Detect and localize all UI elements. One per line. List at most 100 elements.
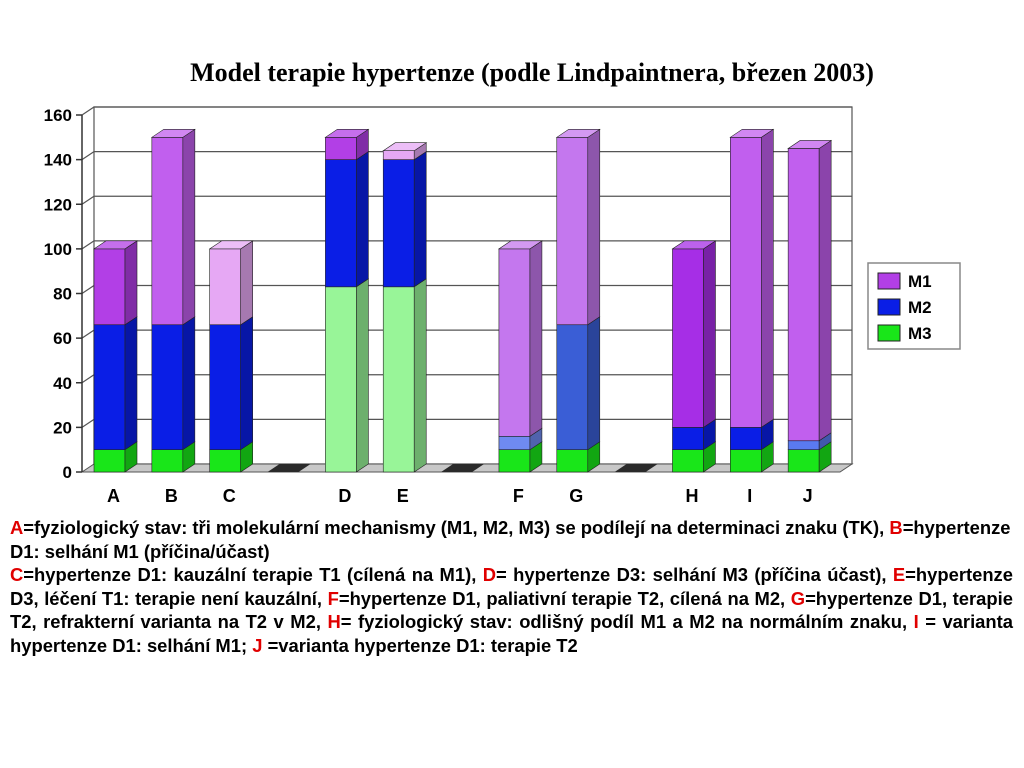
bar-segment-m3 — [209, 449, 241, 473]
bar-side-m2 — [587, 316, 601, 451]
bar-segment-m1 — [151, 137, 184, 326]
bar-top-m1 — [671, 240, 717, 250]
caption-key-letter: G — [790, 587, 806, 609]
caption-text: =hypertenze D3, léčení T1: terapie není … — [10, 564, 1013, 609]
bar-side-m1 — [124, 240, 138, 326]
caption-text: =varianta hypertenze D1: terapie T2 — [262, 634, 578, 656]
bar-segment-m2 — [151, 324, 184, 450]
bar-top-m1 — [382, 142, 428, 152]
bar-segment-m2 — [730, 427, 762, 450]
caption-key-letter: A — [10, 517, 24, 538]
bar-top-m1 — [208, 240, 254, 250]
y-tick-label: 60 — [53, 329, 72, 348]
bar-segment-m1 — [787, 148, 820, 442]
caption-text: =hypertenze D1, paliativní terapie T2, c… — [338, 587, 791, 609]
bar-segment-m1 — [556, 137, 589, 326]
bar-segment-m2 — [93, 324, 126, 450]
caption-text: =hypertenze D1, terapie T2, refrakterní … — [10, 587, 1013, 633]
bar-segment-m3 — [325, 286, 357, 473]
y-tick-label: 20 — [53, 418, 72, 437]
y-tick-label: 100 — [44, 240, 72, 259]
x-tick-label: F — [513, 486, 524, 506]
bar-side-m2 — [413, 151, 427, 288]
bar-top-m1 — [324, 129, 370, 138]
stacked-bar-chart: 0 20 40 60 80 100 120 140 160 A B C D E F G H I J M1 M2 M3 — [44, 106, 961, 506]
x-tick-label: A — [107, 486, 120, 506]
bar-side-m3 — [356, 278, 369, 473]
bar-segment-m3 — [382, 286, 415, 473]
bar-side-m1 — [182, 128, 196, 326]
y-tick-label: 80 — [53, 285, 72, 304]
x-tick-label: B — [165, 486, 178, 506]
bar-segment-m3 — [730, 449, 762, 473]
x-tick-label: E — [397, 486, 409, 506]
y-tick-label: 0 — [63, 463, 72, 482]
caption-key-letter: E — [892, 564, 906, 586]
bar-side-m1 — [240, 240, 253, 326]
caption-text: = varianta hypertenze D1: selhání M1; — [10, 611, 1013, 656]
bar-side-m3 — [413, 278, 427, 473]
legend-swatch-m3 — [877, 324, 901, 342]
caption-paragraph-2: C=hypertenze D1: kauzální terapie T1 (cí… — [10, 563, 1013, 657]
bar-side-m1 — [818, 139, 832, 442]
caption-key-letter: C — [10, 564, 24, 586]
bar-segment-m1 — [382, 150, 415, 160]
bar-segment-m2 — [556, 324, 589, 450]
bar-side-m2 — [124, 316, 138, 451]
bar-side-m2 — [240, 316, 253, 451]
bar-side-m1 — [703, 240, 716, 428]
bar-segment-m1 — [730, 137, 762, 428]
bar-segment-m3 — [498, 449, 531, 473]
bar-segment-m2 — [325, 159, 357, 288]
bar-segment-m3 — [787, 449, 820, 473]
x-tick-label: G — [569, 486, 583, 506]
x-tick-label: J — [803, 486, 813, 506]
x-tick-label: C — [223, 486, 236, 506]
bar-segment-m2 — [787, 440, 820, 450]
legend-label-m3: M3 — [908, 324, 932, 343]
caption-text: =hypertenze D1: kauzální terapie T1 (cíl… — [23, 564, 483, 586]
y-tick-label: 140 — [44, 151, 72, 170]
bar-segment-m3 — [672, 449, 704, 473]
legend-swatch-m2 — [877, 298, 901, 316]
y-tick-label: 120 — [44, 195, 72, 214]
caption-text: =fyziologický stav: tři molekulární mech… — [23, 517, 890, 538]
legend-label-m2: M2 — [908, 298, 932, 317]
bar-segment-m1 — [325, 137, 357, 160]
bar-side-m2 — [356, 151, 369, 288]
legend-label-m1: M1 — [908, 272, 932, 291]
y-tick-label: 40 — [53, 374, 72, 393]
caption-key-letter: B — [889, 517, 903, 538]
bar-segment-m1 — [93, 248, 126, 326]
bar-side-m1 — [587, 128, 601, 326]
y-tick-label: 160 — [44, 106, 72, 125]
bar-side-m1 — [529, 240, 543, 437]
empty-bar-base — [267, 464, 311, 472]
bar-top-m1 — [555, 129, 601, 138]
bar-segment-m2 — [382, 159, 415, 288]
x-tick-label: I — [747, 486, 752, 506]
caption-key-letter: F — [327, 587, 339, 609]
bar-top-m1 — [787, 140, 833, 149]
caption-text: =hypertenze D1: selhání M1 (příčina/účas… — [10, 517, 1011, 562]
bar-segment-m1 — [498, 248, 531, 437]
bar-segment-m1 — [672, 248, 704, 428]
legend-explanation: A=fyziologický stav: tři molekulární mec… — [10, 516, 1013, 658]
bar-segment-m3 — [556, 449, 589, 473]
chart-title: Model terapie hypertenze (podle Lindpain… — [190, 58, 874, 87]
bar-segment-m2 — [209, 324, 241, 450]
caption-text: = fyziologický stav: odlišný podíl M1 a … — [340, 611, 914, 633]
caption-key-letter: D — [482, 564, 497, 586]
caption-key-letter: H — [327, 611, 341, 633]
bar-segment-m1 — [209, 248, 241, 326]
bar-top-m1 — [729, 129, 775, 138]
bar-segment-m3 — [93, 449, 126, 473]
bar-top-m1 — [150, 129, 196, 138]
bar-side-m2 — [182, 316, 196, 451]
legend-swatch-m1 — [877, 272, 901, 290]
bar-top-m1 — [93, 240, 138, 250]
caption-key-letter: J — [252, 634, 263, 656]
empty-bar-base — [441, 464, 485, 472]
bar-segment-m3 — [151, 449, 184, 473]
bar-segment-m2 — [498, 435, 531, 450]
